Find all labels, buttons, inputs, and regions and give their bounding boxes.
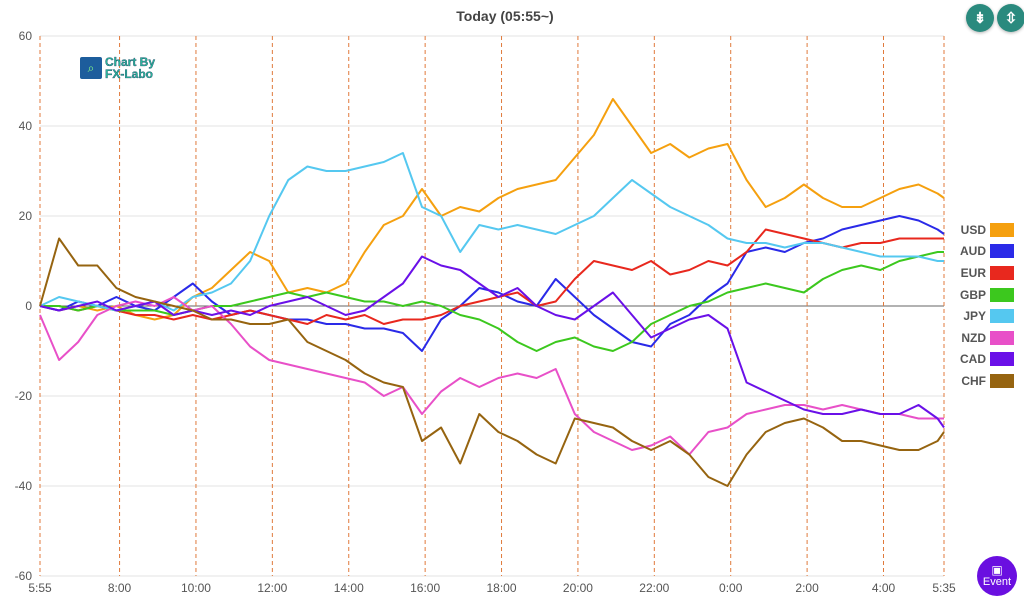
x-tick-label: 16:00 [410,581,440,595]
legend-swatch [990,265,1014,280]
legend-item-chf[interactable]: CHF [956,370,1014,392]
logo-line2: FX-Labo [105,67,153,81]
legend-item-nzd[interactable]: NZD [956,327,1014,349]
x-tick-label: 14:00 [334,581,364,595]
x-tick-label: 5:35 [932,581,956,595]
legend: USD AUD EUR GBP JPY NZD CAD CHF [956,219,1014,392]
y-tick-label: -60 [15,569,33,583]
expand-button[interactable]: ⇳ [997,4,1024,32]
legend-label: USD [960,222,986,237]
legend-label: CHF [961,373,986,388]
y-tick-label: -20 [15,389,33,403]
legend-label: NZD [961,330,986,345]
x-tick-label: 12:00 [257,581,287,595]
magnifier-chart-icon: ⌕ [80,57,102,79]
collapse-button[interactable]: ⇟ [966,4,994,32]
calendar-icon: ▣ [991,563,1003,577]
series-line-jpy [39,152,944,312]
x-tick-label: 4:00 [872,581,896,595]
logo: ⌕ Chart By FX-Labo [80,56,155,80]
y-tick-label: 40 [19,119,33,133]
x-tick-label: 5:55 [28,581,52,595]
series-line-aud [39,215,945,352]
legend-item-usd[interactable]: USD [956,219,1014,241]
legend-label: AUD [960,244,986,259]
x-tick-label: 20:00 [563,581,593,595]
legend-swatch [990,222,1014,237]
expand-vertical-icon: ⇳ [1004,10,1018,27]
legend-label: EUR [960,265,986,280]
legend-swatch [990,287,1014,302]
legend-label: JPY [963,309,986,324]
x-tick-label: 8:00 [108,581,132,595]
y-tick-label: 20 [19,209,33,223]
series-line-usd [39,98,945,321]
x-tick-label: 10:00 [181,581,211,595]
x-tick-label: 18:00 [487,581,517,595]
x-tick-label: 2:00 [795,581,819,595]
series-line-gbp [40,251,944,352]
legend-item-gbp[interactable]: GBP [956,284,1014,306]
x-tick-label: 22:00 [639,581,669,595]
x-tick-label: 0:00 [719,581,743,595]
logo-line1: Chart By [105,55,156,69]
y-tick-label: 60 [19,29,33,43]
compress-vertical-icon: ⇟ [973,10,987,27]
legend-item-eur[interactable]: EUR [956,262,1014,284]
legend-swatch [990,309,1014,324]
y-tick-label: -40 [15,479,33,493]
legend-swatch [990,244,1014,259]
series-line-chf [39,237,945,487]
event-label: Event [982,576,1012,588]
legend-swatch [990,373,1014,388]
legend-label: GBP [959,287,986,302]
legend-item-cad[interactable]: CAD [956,349,1014,371]
legend-swatch [990,330,1014,345]
event-button[interactable]: ▣ Event [977,556,1017,596]
legend-item-jpy[interactable]: JPY [956,305,1014,327]
legend-swatch [990,352,1014,367]
y-tick-label: 0 [25,299,32,313]
legend-label: CAD [960,352,986,367]
chart-title: Today (05:55~) [456,8,554,24]
legend-item-aud[interactable]: AUD [956,241,1014,263]
series-line-cad [39,255,945,429]
series-line-nzd [39,296,944,456]
